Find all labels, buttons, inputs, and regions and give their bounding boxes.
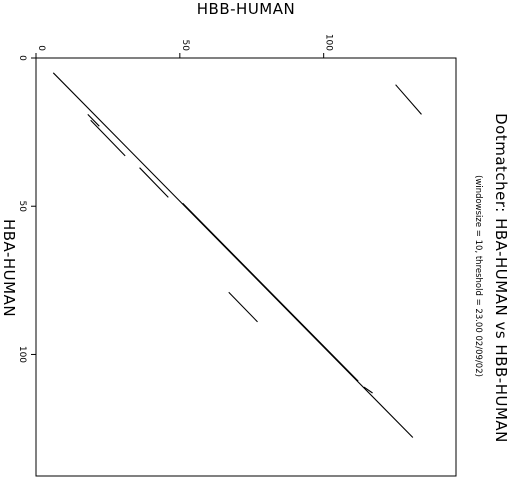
y-axis-label: HBA-HUMAN [0,219,18,317]
y-tick-label: 0 [17,55,27,61]
y-tick-label: 100 [17,346,27,363]
match-segment [182,202,359,382]
x-axis-label: HBB-HUMAN [197,0,295,18]
match-segment [90,119,126,157]
x-tick-label: 50 [180,40,190,52]
plot-frame [35,57,457,477]
match-segment [139,167,169,198]
match-segment [228,291,258,323]
match-segment [52,72,414,438]
match-segments [52,72,422,438]
chart-subtitle: (windowsize = 10, threshold = 23.00 02/0… [473,175,483,377]
x-tick-label: 100 [324,34,334,51]
x-tick-label: 0 [36,45,46,51]
match-segment [395,84,422,115]
match-segment [363,386,373,394]
y-axis: 0 50 100 [17,55,36,363]
y-tick-label: 50 [17,201,27,213]
x-axis: 0 50 100 [35,34,334,58]
chart-title: Dotmatcher: HBA-HUMAN vs HBB-HUMAN [492,113,510,443]
match-segment [87,113,100,127]
